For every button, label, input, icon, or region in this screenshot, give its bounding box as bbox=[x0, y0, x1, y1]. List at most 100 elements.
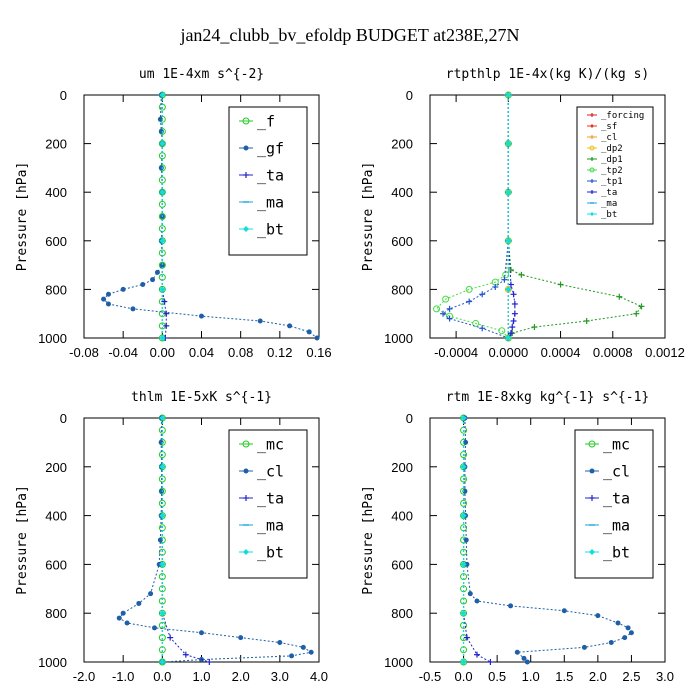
y-tick-label: 1000 bbox=[38, 331, 67, 346]
legend: _mc _cl _ta _ma _bt bbox=[228, 429, 308, 579]
data-point bbox=[287, 323, 293, 329]
legend-entry: _bt bbox=[603, 543, 630, 561]
data-point bbox=[159, 659, 166, 665]
panel-title: thlm 1E-5xK s^{-1} bbox=[131, 390, 272, 405]
x-tick-label: -0.5 bbox=[419, 669, 441, 684]
data-point bbox=[460, 512, 467, 519]
series-tp1 bbox=[440, 92, 512, 341]
data-point bbox=[159, 237, 166, 244]
data-point bbox=[159, 286, 166, 293]
data-point bbox=[595, 613, 601, 619]
data-point bbox=[159, 189, 166, 196]
data-point bbox=[505, 286, 512, 293]
legend-box bbox=[574, 429, 654, 579]
x-tick-label: 0.12 bbox=[267, 345, 292, 360]
data-point bbox=[105, 291, 111, 297]
data-point bbox=[615, 620, 621, 626]
data-point bbox=[628, 630, 634, 636]
data-point bbox=[625, 625, 631, 631]
series-bt bbox=[159, 415, 166, 665]
x-tick-label: -0.0004 bbox=[434, 345, 478, 360]
legend: _forcing_sf_cl_dp2_dp1_tp2_tp1_ta_ma_bt bbox=[576, 106, 654, 225]
legend-entry: _cl bbox=[603, 462, 630, 480]
legend-entry: _bt bbox=[601, 210, 617, 220]
legend-entry: _bt bbox=[257, 543, 284, 561]
x-tick-label: 0.08 bbox=[228, 345, 253, 360]
data-point bbox=[257, 318, 263, 324]
x-tick-label: 0.0012 bbox=[645, 345, 685, 360]
data-point bbox=[589, 145, 595, 151]
panel-title: um 1E-4xm s^{-2} bbox=[139, 67, 264, 82]
y-axis-label: Pressure [hPa] bbox=[361, 485, 376, 595]
data-point bbox=[242, 117, 250, 125]
x-tick-label: 0.0008 bbox=[593, 345, 633, 360]
x-tick-label: -1.0 bbox=[112, 669, 134, 684]
legend-entry: _gf bbox=[257, 139, 284, 157]
legend-entry: _sf bbox=[601, 122, 617, 132]
x-tick-label: 0.04 bbox=[189, 345, 214, 360]
data-point bbox=[314, 335, 320, 341]
x-tick-label: 0.00 bbox=[150, 345, 175, 360]
y-axis-label: Pressure [hPa] bbox=[361, 162, 376, 272]
legend-entry: _cl bbox=[257, 462, 284, 480]
plot-frame bbox=[429, 417, 666, 663]
data-point bbox=[508, 603, 514, 609]
legend-entry: _mc bbox=[603, 435, 630, 453]
data-point bbox=[159, 92, 166, 98]
data-point bbox=[590, 212, 594, 216]
data-point bbox=[505, 237, 512, 244]
legend-entry: _ma bbox=[603, 516, 630, 534]
data-point bbox=[243, 549, 249, 555]
data-point bbox=[158, 439, 164, 445]
series-ta bbox=[159, 415, 213, 665]
data-point bbox=[505, 189, 512, 196]
data-point bbox=[505, 140, 512, 147]
y-axis-label: Pressure [hPa] bbox=[15, 162, 30, 272]
y-tick-label: 400 bbox=[45, 185, 67, 200]
data-point bbox=[589, 167, 595, 173]
y-tick-label: 600 bbox=[45, 234, 67, 249]
y-tick-label: 800 bbox=[45, 606, 67, 621]
data-point bbox=[505, 92, 512, 98]
data-point bbox=[158, 128, 164, 134]
y-tick-label: 800 bbox=[391, 606, 413, 621]
data-point bbox=[467, 591, 473, 597]
data-point bbox=[156, 561, 162, 567]
x-tick-label: 1.0 bbox=[192, 669, 210, 684]
legend-entry: _tp2 bbox=[601, 166, 623, 176]
data-point bbox=[433, 305, 441, 313]
data-point bbox=[120, 610, 126, 616]
data-point bbox=[154, 269, 160, 275]
legend-entry: _cl bbox=[601, 133, 617, 143]
y-tick-label: 400 bbox=[45, 509, 67, 524]
data-point bbox=[159, 561, 166, 568]
data-point bbox=[289, 653, 295, 659]
legend-entry: _ta bbox=[257, 166, 284, 184]
y-tick-label: 1000 bbox=[38, 655, 67, 670]
legend-entry: _ta bbox=[601, 188, 617, 198]
legend-box bbox=[228, 429, 308, 579]
y-tick-label: 0 bbox=[406, 411, 413, 426]
x-tick-label: -0.04 bbox=[108, 345, 138, 360]
data-point bbox=[159, 463, 166, 470]
y-tick-label: 600 bbox=[45, 557, 67, 572]
data-point bbox=[140, 282, 146, 288]
y-tick-label: 200 bbox=[391, 460, 413, 475]
panel-um-budget: um 1E-4xm s^{-2} Pressure [hPa] -0.08 -0.04… bbox=[15, 67, 332, 360]
data-point bbox=[306, 329, 312, 335]
x-tick-label: 2.0 bbox=[232, 669, 250, 684]
y-tick-label: 600 bbox=[391, 557, 413, 572]
x-tick-label: 2.5 bbox=[622, 669, 640, 684]
panel-thlm-budget: thlm 1E-5xK s^{-1} Pressure [hPa] -2.0 -1.0… bbox=[15, 390, 328, 684]
data-point bbox=[120, 286, 126, 292]
series-line bbox=[161, 418, 210, 663]
x-tick-label: 1.0 bbox=[522, 669, 540, 684]
data-point bbox=[589, 549, 595, 555]
y-tick-label: 800 bbox=[45, 282, 67, 297]
data-point bbox=[148, 591, 154, 597]
data-point bbox=[465, 285, 473, 293]
data-point bbox=[159, 140, 166, 147]
legend-entry: _ta bbox=[603, 489, 630, 507]
data-point bbox=[199, 313, 204, 319]
